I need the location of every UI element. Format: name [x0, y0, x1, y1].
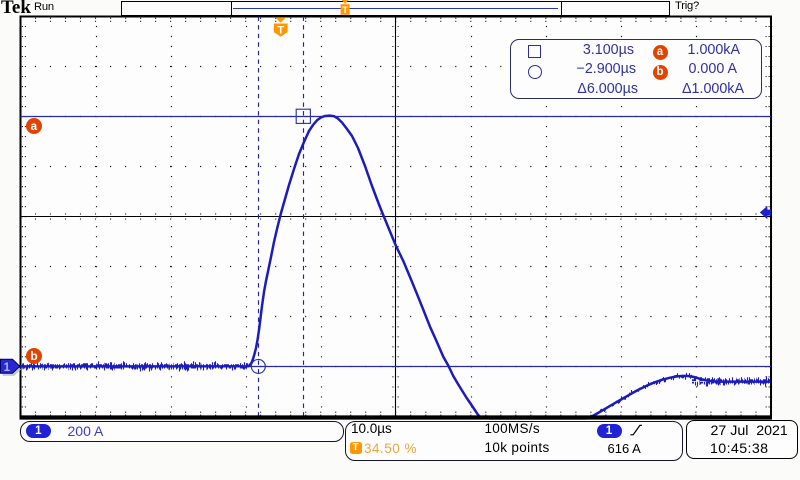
svg-text:1: 1	[4, 362, 11, 374]
svg-text:T: T	[342, 5, 348, 16]
svg-text:T: T	[277, 25, 284, 37]
